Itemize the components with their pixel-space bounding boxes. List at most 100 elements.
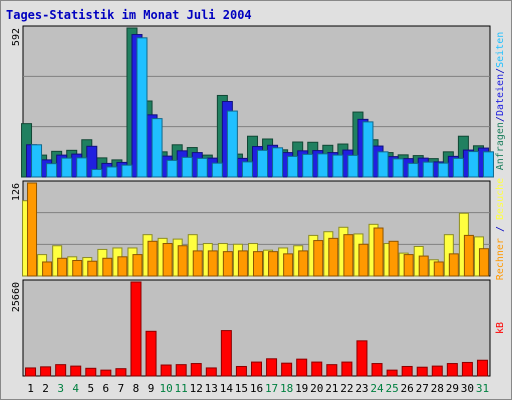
x-tick-label-day-19: 19 xyxy=(295,382,308,395)
visits-hosts-bar-rechner-22 xyxy=(343,234,354,277)
traffic-kb-bar-kb-11 xyxy=(175,364,187,377)
requests-files-pages-bar-seiten-27 xyxy=(422,161,434,178)
visits-hosts-legend-segment: Besuche xyxy=(495,178,506,220)
requests-files-pages-bar-seiten-29 xyxy=(452,157,464,178)
requests-files-pages-bar-seiten-21 xyxy=(332,154,344,178)
x-tick-label-day-28: 28 xyxy=(431,382,444,395)
requests-files-pages-bar-seiten-3 xyxy=(61,157,73,178)
requests-files-pages-axis-label: Anfragen/Dateien/Seiten xyxy=(495,32,506,171)
x-tick-label-day-23: 23 xyxy=(355,382,368,395)
x-tick-label-day-1: 1 xyxy=(27,382,34,395)
visits-hosts-bar-rechner-18 xyxy=(283,253,294,277)
x-tick-label-day-5: 5 xyxy=(87,382,94,395)
visits-hosts-bar-rechner-9 xyxy=(147,240,158,277)
traffic-kb-bar-kb-21 xyxy=(326,364,338,377)
visits-hosts-bar-rechner-3 xyxy=(57,257,68,277)
traffic-kb-bar-kb-4 xyxy=(70,365,82,377)
traffic-kb-bar-kb-25 xyxy=(386,369,398,377)
traffic-kb-bar-kb-29 xyxy=(446,363,458,377)
x-tick-label-day-21: 21 xyxy=(325,382,338,395)
requests-files-pages-bar-seiten-13 xyxy=(211,162,223,178)
traffic-kb-bar-kb-15 xyxy=(235,365,247,377)
visits-hosts-legend-segment: Rechner xyxy=(495,238,506,280)
visits-hosts-bar-rechner-11 xyxy=(177,245,188,277)
traffic-kb-bar-kb-17 xyxy=(266,358,278,377)
x-tick-label-day-18: 18 xyxy=(280,382,293,395)
traffic-kb-bar-kb-13 xyxy=(205,367,217,377)
traffic-kb-bar-kb-28 xyxy=(431,365,443,377)
visits-hosts-bar-rechner-6 xyxy=(102,257,113,277)
x-tick-label-day-6: 6 xyxy=(103,382,110,395)
traffic-kb-bar-kb-23 xyxy=(356,340,368,377)
x-tick-label-day-12: 12 xyxy=(190,382,203,395)
requests-files-pages-bar-seiten-31 xyxy=(482,151,494,178)
visits-hosts-bar-rechner-8 xyxy=(132,254,143,277)
visits-hosts-bar-rechner-29 xyxy=(448,253,459,277)
x-tick-label-day-10: 10 xyxy=(159,382,172,395)
x-tick-label-day-25: 25 xyxy=(385,382,398,395)
requests-files-pages-bar-seiten-1 xyxy=(31,144,43,178)
x-tick-label-day-9: 9 xyxy=(148,382,155,395)
traffic-kb-bar-kb-16 xyxy=(251,361,262,377)
requests-files-pages-bar-seiten-28 xyxy=(437,162,449,178)
requests-files-pages-bar-seiten-23 xyxy=(362,121,374,178)
x-tick-label-day-15: 15 xyxy=(235,382,248,395)
traffic-kb-bar-kb-19 xyxy=(296,358,308,377)
requests-files-pages-bar-seiten-7 xyxy=(121,164,133,178)
x-tick-label-day-29: 29 xyxy=(446,382,459,395)
visits-hosts-bar-rechner-31 xyxy=(478,248,489,277)
traffic-kb-bar-kb-14 xyxy=(220,330,232,377)
x-tick-label-day-14: 14 xyxy=(220,382,234,395)
traffic-kb-bar-kb-1 xyxy=(25,367,37,377)
requests-files-pages-bar-seiten-16 xyxy=(257,149,268,178)
visits-hosts-ymax-label: 126 xyxy=(11,183,22,201)
traffic-kb-bar-kb-27 xyxy=(416,366,428,377)
requests-files-pages-bar-seiten-5 xyxy=(91,168,103,178)
traffic-kb-bar-kb-22 xyxy=(341,361,353,377)
visits-hosts-bar-rechner-14 xyxy=(222,251,233,277)
requests-files-pages-bar-seiten-12 xyxy=(196,157,208,178)
visits-hosts-bar-rechner-10 xyxy=(162,243,173,277)
requests-files-pages-ymax-label: 592 xyxy=(11,28,22,46)
traffic-kb-bar-kb-30 xyxy=(461,361,473,377)
traffic-kb-plot-area xyxy=(22,279,491,377)
visits-hosts-bar-rechner-25 xyxy=(388,240,399,277)
requests-files-pages-bar-seiten-6 xyxy=(106,166,118,178)
traffic-kb-bar-kb-18 xyxy=(281,362,293,377)
requests-files-pages-bar-seiten-15 xyxy=(241,161,253,178)
visits-hosts-bar-rechner-15 xyxy=(237,250,248,277)
requests-files-pages-bar-seiten-8 xyxy=(136,37,148,178)
visits-hosts-bar-rechner-30 xyxy=(463,234,474,277)
requests-files-pages-bar-seiten-22 xyxy=(347,154,359,178)
visits-hosts-bar-rechner-13 xyxy=(207,250,218,277)
requests-files-pages-bar-seiten-14 xyxy=(226,110,238,178)
requests-files-pages-bar-seiten-10 xyxy=(166,159,178,178)
x-tick-label-day-4: 4 xyxy=(72,382,79,395)
visits-hosts-bar-rechner-21 xyxy=(328,237,339,277)
x-tick-label-day-13: 13 xyxy=(205,382,218,395)
x-tick-label-day-26: 26 xyxy=(401,382,414,395)
visits-hosts-bar-rechner-4 xyxy=(72,260,83,277)
requests-files-pages-bar-seiten-11 xyxy=(181,156,193,178)
traffic-kb-bar-kb-5 xyxy=(85,367,97,377)
visits-hosts-bar-rechner-17 xyxy=(268,251,279,277)
visits-hosts-bar-rechner-5 xyxy=(87,260,98,277)
x-tick-label-day-17: 17 xyxy=(265,382,278,395)
requests-files-pages-bar-seiten-24 xyxy=(377,151,389,178)
x-tick-label-day-27: 27 xyxy=(416,382,429,395)
visits-hosts-bar-rechner-16 xyxy=(253,251,263,277)
requests-files-pages-legend-segment: Dateien xyxy=(495,74,506,116)
traffic-kb-bar-kb-12 xyxy=(190,363,202,377)
x-tick-label-day-3: 3 xyxy=(57,382,64,395)
x-tick-label-day-31: 31 xyxy=(476,382,489,395)
visits-hosts-bar-rechner-20 xyxy=(313,240,324,277)
traffic-kb-bar-kb-8 xyxy=(130,281,142,377)
requests-files-pages-bar-seiten-26 xyxy=(407,162,419,178)
visits-hosts-bar-rechner-2 xyxy=(42,261,53,277)
visits-hosts-bar-rechner-26 xyxy=(403,254,414,277)
requests-files-pages-bar-seiten-2 xyxy=(46,163,58,178)
traffic-kb-bar-kb-2 xyxy=(40,366,52,377)
visits-hosts-legend-segment: / xyxy=(495,220,506,238)
visits-hosts-bar-rechner-24 xyxy=(373,227,384,277)
